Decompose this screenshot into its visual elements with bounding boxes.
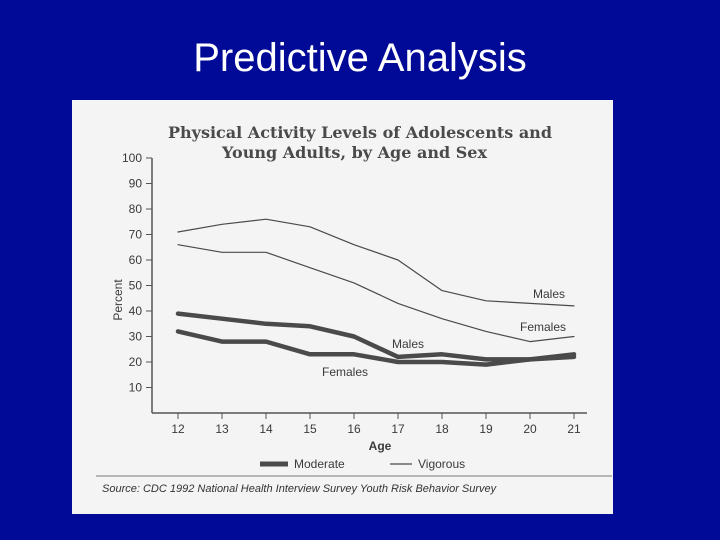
slide-title: Predictive Analysis [193, 36, 527, 80]
y-tick-label: 20 [129, 355, 143, 369]
x-tick-label: 13 [215, 422, 229, 436]
y-tick-label: 90 [129, 177, 143, 191]
y-tick-label: 100 [122, 151, 142, 165]
series-label-males-vigorous: Males [533, 287, 565, 301]
y-axis-label: Percent [111, 279, 125, 321]
x-tick-label: 14 [259, 422, 273, 436]
series-line-moderate-females [175, 329, 577, 367]
y-tick-label: 60 [129, 253, 143, 267]
series-label-females-moderate: Females [322, 365, 368, 379]
x-tick-label: 15 [303, 422, 317, 436]
y-tick-label: 80 [129, 202, 143, 216]
x-tick-label: 12 [171, 422, 185, 436]
y-tick-label: 50 [129, 279, 143, 293]
series-label-males-moderate: Males [392, 337, 424, 351]
chart-title-line2: Young Adults, by Age and Sex [221, 143, 487, 162]
series-line-moderate-males [175, 311, 577, 362]
legend-moderate-label: Moderate [294, 457, 345, 471]
y-tick-label: 10 [129, 381, 143, 395]
y-tick-label: 70 [129, 228, 143, 242]
x-tick-label: 21 [567, 422, 581, 436]
y-tick-label: 40 [129, 304, 143, 318]
line-chart: Physical Activity Levels of Adolescents … [96, 123, 612, 495]
chart-source: Source: CDC 1992 National Health Intervi… [102, 483, 498, 495]
legend-vigorous-label: Vigorous [418, 457, 465, 471]
x-axis-label: Age [369, 439, 392, 453]
series-label-females-vigorous: Females [520, 320, 566, 334]
x-tick-label: 19 [479, 422, 493, 436]
chart-title-line1: Physical Activity Levels of Adolescents … [168, 123, 552, 142]
series-line-vigorous-males [177, 218, 575, 307]
x-tick-label: 16 [347, 422, 361, 436]
y-tick-label: 30 [129, 330, 143, 344]
x-tick-label: 18 [435, 422, 449, 436]
series-line-vigorous-females [177, 244, 575, 343]
x-tick-label: 17 [391, 422, 405, 436]
chart-image: Physical Activity Levels of Adolescents … [72, 100, 613, 514]
x-tick-label: 20 [523, 422, 537, 436]
